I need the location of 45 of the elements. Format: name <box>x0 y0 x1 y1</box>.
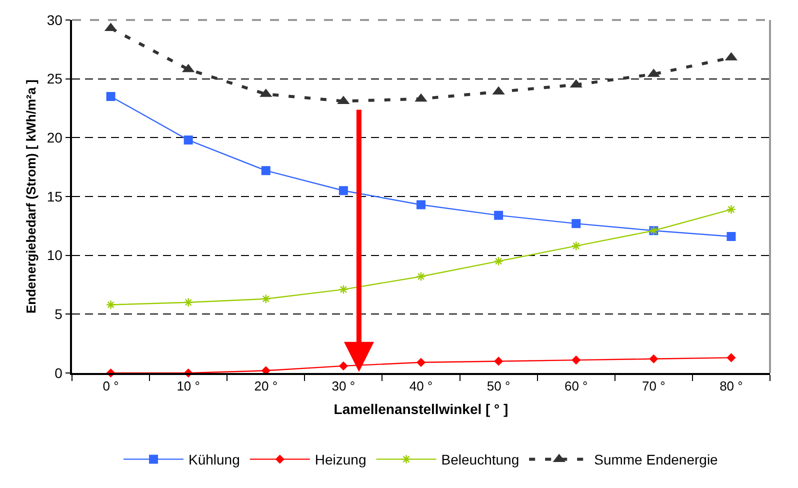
y-tick-label: 20 <box>46 130 63 146</box>
point <box>416 200 426 210</box>
point <box>649 354 658 364</box>
point <box>494 256 504 266</box>
point <box>494 210 504 220</box>
y-tick-label: 15 <box>46 188 63 204</box>
point <box>338 361 348 370</box>
x-tick-label: 30 ° <box>332 378 356 394</box>
point <box>261 366 270 376</box>
x-tick-label: 0 ° <box>102 378 119 394</box>
y-tick-label: 30 <box>46 12 63 28</box>
point <box>494 356 504 366</box>
point <box>184 298 194 308</box>
legend-label: Kühlung <box>188 452 240 468</box>
point <box>106 300 116 310</box>
point <box>184 136 193 145</box>
legend-label: Heizung <box>314 452 366 468</box>
x-tick-label: 60 ° <box>564 378 588 394</box>
y-tick-label: 5 <box>54 306 63 322</box>
y-tick-label: 0 <box>54 364 63 381</box>
legend-label: Summe Endenergie <box>594 452 718 468</box>
y-axis-title: Endenergiebedarf (Strom) [ kWh/m²a ] <box>23 79 38 314</box>
point <box>416 358 426 367</box>
x-tick-label: 20 ° <box>254 378 278 394</box>
x-tick-label: 80 ° <box>720 378 743 394</box>
point <box>571 241 581 251</box>
point <box>726 204 736 214</box>
y-tick-label: 25 <box>46 70 63 87</box>
point <box>106 92 116 101</box>
point <box>261 166 270 176</box>
x-axis-title: Lamellenanstellwinkel [ ° ] <box>334 401 508 418</box>
point <box>338 186 348 196</box>
legend-label: Beleuchtung <box>441 452 520 468</box>
x-tick-label: 50 ° <box>486 378 510 394</box>
y-tick-label: 10 <box>46 247 63 264</box>
point <box>572 219 581 228</box>
x-tick-label: 40 ° <box>409 378 433 394</box>
point <box>726 353 736 362</box>
point <box>338 284 348 294</box>
x-tick-label: 10 ° <box>176 378 200 394</box>
point <box>572 356 581 365</box>
x-tick-label: 70 ° <box>642 378 666 394</box>
point <box>416 272 426 282</box>
point <box>261 294 271 304</box>
point <box>726 232 736 242</box>
